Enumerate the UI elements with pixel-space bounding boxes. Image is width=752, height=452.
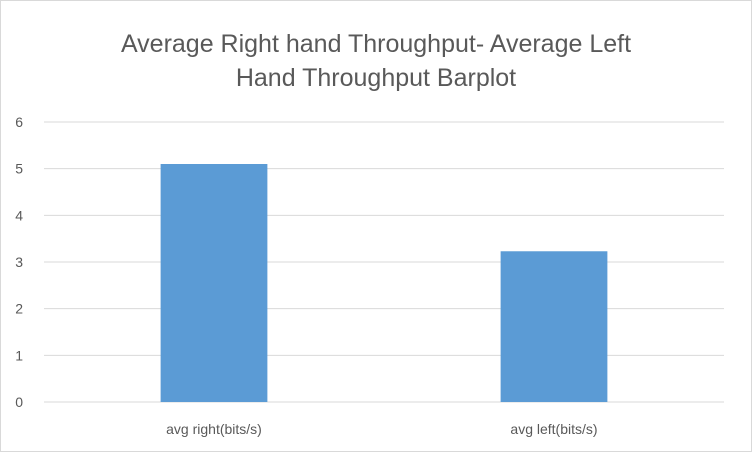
y-tick-label: 3 — [15, 254, 23, 270]
y-tick-label: 6 — [15, 114, 23, 130]
bar — [160, 164, 268, 402]
y-tick-label: 4 — [15, 207, 23, 223]
chart-title-line-1: Average Right hand Throughput- Average L… — [120, 30, 632, 58]
x-category-label: avg left(bits/s) — [510, 421, 597, 437]
y-tick-label: 0 — [15, 394, 23, 410]
y-tick-label: 1 — [15, 347, 23, 363]
y-tick-label: 2 — [15, 301, 23, 317]
x-category-label: avg right(bits/s) — [166, 421, 262, 437]
chart-title-line-2: Hand Throughput Barplot — [235, 64, 517, 92]
chart-title: Average Right hand Throughput- Average L… — [1, 27, 751, 95]
bar — [500, 251, 608, 402]
y-tick-label: 5 — [15, 161, 23, 177]
